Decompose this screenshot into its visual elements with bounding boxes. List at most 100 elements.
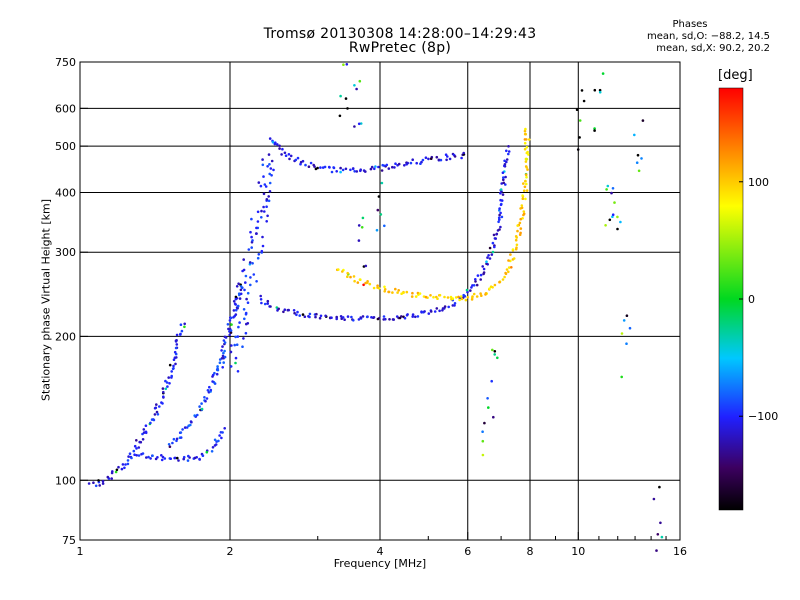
scatter-point xyxy=(232,300,236,303)
scatter-point xyxy=(497,220,500,224)
scatter-point xyxy=(111,470,114,473)
scatter-point xyxy=(273,142,277,146)
scatter-point xyxy=(167,376,170,379)
scatter-point xyxy=(480,294,483,298)
scatter-point xyxy=(198,457,201,461)
x-tick-label: 1 xyxy=(77,545,84,558)
scatter-point xyxy=(132,449,136,453)
scatter-point xyxy=(173,350,177,354)
scatter-point xyxy=(433,310,437,313)
scatter-point xyxy=(487,254,490,257)
scatter-point xyxy=(359,168,363,171)
scatter-point xyxy=(527,138,531,141)
scatter-point xyxy=(488,257,492,260)
scatter-point xyxy=(515,246,518,249)
scatter-point xyxy=(130,456,133,460)
scatter-point xyxy=(304,163,307,167)
scatter-point xyxy=(221,345,224,348)
scatter-point xyxy=(242,308,246,311)
scatter-point xyxy=(223,427,226,430)
y-tick-label: 750 xyxy=(55,56,76,69)
scatter-point xyxy=(162,390,165,394)
scatter-point xyxy=(180,329,184,333)
scatter-point xyxy=(435,307,439,310)
scatter-point xyxy=(175,333,179,337)
scatter-point xyxy=(215,372,219,376)
scatter-point xyxy=(193,414,196,417)
scatter-point xyxy=(344,97,348,100)
scatter-point xyxy=(525,157,529,161)
scatter-point xyxy=(246,301,250,305)
scatter-point xyxy=(218,361,222,365)
scatter-point xyxy=(391,165,394,169)
scatter-point xyxy=(260,301,263,305)
scatter-point xyxy=(637,169,641,173)
scatter-point xyxy=(233,343,236,347)
scatter-point xyxy=(397,162,401,166)
scatter-point xyxy=(474,278,477,281)
scatter-point xyxy=(346,315,350,318)
scatter-point xyxy=(518,221,522,225)
scatter-point xyxy=(420,310,423,314)
scatter-point xyxy=(149,421,152,425)
colorbar-tick-label: 0 xyxy=(748,293,755,306)
scatter-point xyxy=(525,189,529,192)
scatter-point xyxy=(204,399,207,403)
scatter-point xyxy=(173,456,177,460)
scatter-point xyxy=(608,218,612,222)
scatter-point xyxy=(260,209,263,213)
scatter-point xyxy=(616,215,619,219)
scatter-point xyxy=(453,155,457,158)
scatter-point xyxy=(238,321,241,324)
scatter-point xyxy=(505,158,509,161)
scatter-point xyxy=(499,188,503,191)
scatter-point xyxy=(126,462,130,466)
scatter-point xyxy=(435,155,439,159)
scatter-point xyxy=(218,434,221,437)
scatter-point xyxy=(409,161,413,165)
scatter-point xyxy=(247,248,251,251)
colorbar-title: [deg] xyxy=(718,68,753,83)
scatter-point xyxy=(472,292,476,296)
scatter-point xyxy=(167,443,171,446)
scatter-point xyxy=(500,215,504,219)
scatter-point xyxy=(241,286,244,290)
scatter-point xyxy=(522,212,526,216)
scatter-point xyxy=(152,418,156,422)
scatter-point xyxy=(616,227,619,231)
scatter-point xyxy=(339,170,342,174)
scatter-point xyxy=(266,299,270,303)
scatter-point xyxy=(376,208,380,212)
scatter-point xyxy=(493,245,496,249)
scatter-point xyxy=(514,238,518,242)
scatter-point xyxy=(235,343,239,347)
scatter-point xyxy=(625,314,629,318)
scatter-point xyxy=(339,94,342,98)
scatter-point xyxy=(127,455,130,458)
scatter-point xyxy=(346,275,349,279)
scatter-point xyxy=(376,317,380,321)
scatter-point xyxy=(443,305,447,308)
scatter-point xyxy=(223,349,226,353)
scatter-point xyxy=(519,217,522,221)
scatter-point xyxy=(135,454,138,457)
scatter-point xyxy=(525,146,529,149)
scatter-point xyxy=(307,315,310,318)
scatter-point xyxy=(266,302,270,305)
scatter-point xyxy=(357,122,361,126)
scatter-point xyxy=(368,282,372,286)
scatter-point xyxy=(133,453,136,457)
scatter-point xyxy=(410,295,414,298)
scatter-point xyxy=(220,436,223,440)
scatter-point xyxy=(498,207,501,210)
scatter-point xyxy=(479,273,483,277)
scatter-point xyxy=(144,430,148,434)
scatter-point xyxy=(168,445,172,449)
scatter-point xyxy=(144,424,148,428)
scatter-point xyxy=(502,181,506,185)
scatter-point xyxy=(394,162,397,165)
scatter-point xyxy=(414,315,417,319)
scatter-point xyxy=(396,291,399,294)
scatter-point xyxy=(267,153,271,156)
scatter-point xyxy=(156,413,160,416)
